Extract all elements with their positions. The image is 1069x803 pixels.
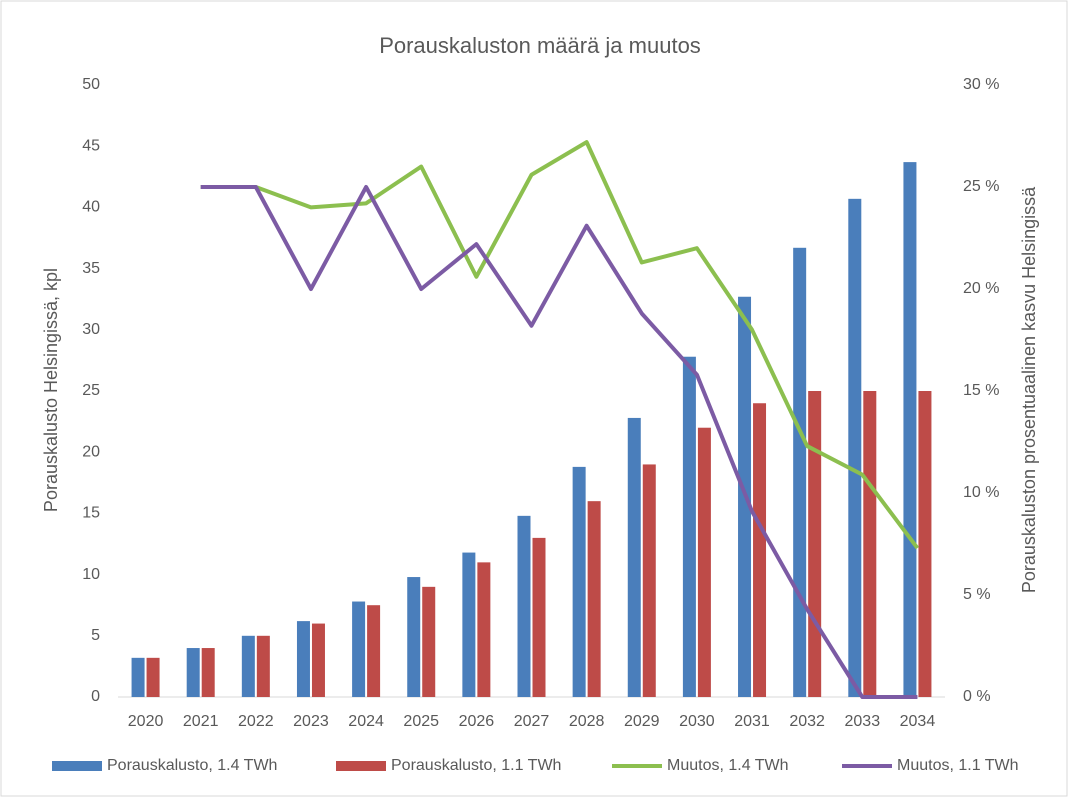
bar <box>863 391 877 697</box>
x-tick-label: 2028 <box>569 713 605 730</box>
legend-label: Porauskalusto, 1.4 TWh <box>107 757 277 774</box>
y2-axis-title: Porauskaluston prosentuaalinen kasvu Hel… <box>1019 186 1039 593</box>
y2-tick-label: 20 % <box>963 280 999 297</box>
bar <box>642 464 656 697</box>
y-axis-title: Porauskalusto Helsingissä, kpl <box>41 268 61 512</box>
line <box>200 140 920 550</box>
bar <box>697 427 711 697</box>
bar <box>753 403 767 697</box>
x-tick-label: 2034 <box>900 713 936 730</box>
bar <box>462 552 476 697</box>
bar <box>793 247 807 698</box>
bar <box>407 577 421 697</box>
x-tick-label: 2029 <box>624 713 660 730</box>
y2-tick-label: 15 % <box>963 382 999 399</box>
y-tick-label: 40 <box>82 199 100 216</box>
legend-label: Muutos, 1.4 TWh <box>667 757 789 774</box>
x-tick-label: 2030 <box>679 713 715 730</box>
y-tick-label: 20 <box>82 443 100 460</box>
x-tick-label: 2033 <box>845 713 881 730</box>
y-tick-label: 5 <box>91 627 100 644</box>
x-tick-label: 2027 <box>514 713 550 730</box>
legend-label: Muutos, 1.1 TWh <box>897 757 1019 774</box>
bar <box>201 648 215 697</box>
y-tick-label: 15 <box>82 505 100 522</box>
bar <box>131 657 145 697</box>
y2-tick-label: 5 % <box>963 586 991 603</box>
y-tick-label: 30 <box>82 321 100 338</box>
y-tick-label: 50 <box>82 76 100 93</box>
bar <box>848 198 862 697</box>
bar <box>296 621 310 697</box>
line <box>200 185 918 699</box>
x-tick-label: 2025 <box>403 713 439 730</box>
bar <box>477 562 491 697</box>
bar <box>241 635 255 697</box>
bar <box>186 648 200 697</box>
bar <box>146 657 160 697</box>
y-tick-label: 25 <box>82 382 100 399</box>
y2-tick-label: 30 % <box>963 76 999 93</box>
bar <box>682 356 696 697</box>
y2-tick-label: 10 % <box>963 484 999 501</box>
bar <box>572 466 586 697</box>
bar <box>532 537 546 697</box>
bar <box>918 391 932 697</box>
y-tick-label: 0 <box>91 688 100 705</box>
x-tick-label: 2024 <box>348 713 384 730</box>
legend-swatch <box>52 761 102 771</box>
y-tick-label: 45 <box>82 137 100 154</box>
x-tick-label: 2020 <box>128 713 164 730</box>
y-tick-label: 10 <box>82 566 100 583</box>
y-tick-label: 35 <box>82 260 100 277</box>
legend-label: Porauskalusto, 1.1 TWh <box>391 757 561 774</box>
bar <box>256 635 270 697</box>
bar <box>903 162 917 697</box>
bar <box>422 586 436 697</box>
x-tick-label: 2032 <box>789 713 825 730</box>
bar <box>808 391 822 697</box>
legend-swatch <box>336 761 386 771</box>
bar <box>311 623 325 697</box>
x-tick-label: 2031 <box>734 713 770 730</box>
x-tick-label: 2023 <box>293 713 329 730</box>
y2-tick-label: 0 % <box>963 688 991 705</box>
bar <box>517 515 531 697</box>
bar <box>587 501 601 697</box>
bar <box>627 417 641 697</box>
chart-title: Porauskaluston määrä ja muutos <box>379 33 701 58</box>
bar <box>367 605 381 697</box>
bar <box>352 601 366 697</box>
y2-tick-label: 25 % <box>963 178 999 195</box>
x-tick-label: 2022 <box>238 713 274 730</box>
x-tick-label: 2021 <box>183 713 219 730</box>
x-tick-label: 2026 <box>459 713 495 730</box>
